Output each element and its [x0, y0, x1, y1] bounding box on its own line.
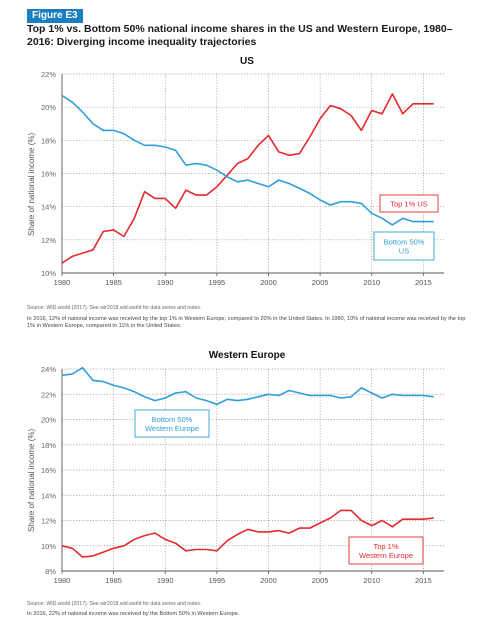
us-x-tick-label: 1995	[209, 278, 226, 287]
series-line-bottom-50pct-us	[62, 96, 434, 225]
we-y-tick-label: 16%	[41, 466, 56, 475]
us-y-tick-label: 14%	[41, 203, 56, 212]
us-y-tick-label: 10%	[41, 269, 56, 278]
us-x-tick-label: 2005	[312, 278, 329, 287]
we-chart: 8% 10% 12% 14% 16% 18% 20% 22% 24% 1980 1985 1990 19…	[0, 357, 490, 597]
we-y-tick-label: 20%	[41, 416, 56, 425]
we-y-tick-label: 8%	[45, 567, 56, 576]
us-y-tick-label: 18%	[41, 136, 56, 145]
us-source: Source: WID.world (2017). See wir2018.wi…	[27, 305, 467, 312]
us-x-tick-label: 2000	[260, 278, 277, 287]
we-x-tick-label: 2010	[363, 576, 380, 585]
we-y-tick-label: 12%	[41, 517, 56, 526]
us-y-tick-label: 12%	[41, 236, 56, 245]
us-y-tick-label: 20%	[41, 103, 56, 112]
series-label-bottom-50pct-us: Bottom 50%	[384, 238, 425, 247]
we-x-tick-label: 2015	[415, 576, 432, 585]
us-y-tick-label: 16%	[41, 170, 56, 179]
figure-title: Top 1% vs. Bottom 50% national income sh…	[27, 23, 467, 49]
series-label-bottom-50pct-western-europe: Bottom 50%	[152, 415, 193, 424]
we-y-tick-label: 22%	[41, 390, 56, 399]
us-x-tick-label: 1980	[54, 278, 71, 287]
series-label-top-1pct-us: Top 1% US	[390, 200, 428, 209]
we-y-tick-label: 24%	[41, 365, 56, 374]
we-x-tick-label: 2000	[260, 576, 277, 585]
series-label-top-1pct-western-europe: Top 1%	[373, 542, 398, 551]
we-y-tick-label: 10%	[41, 542, 56, 551]
series-label-top-1pct-western-europe: Western Europe	[359, 551, 413, 560]
figure-label: Figure E3	[27, 9, 83, 23]
series-label-bottom-50pct-us: US	[399, 247, 409, 256]
us-x-tick-label: 2010	[363, 278, 380, 287]
series-label-bottom-50pct-western-europe: Western Europe	[145, 424, 199, 433]
us-y-tick-label: 22%	[41, 70, 56, 79]
we-source: Source: WID.world (2017). See wir2018.wi…	[27, 601, 467, 608]
we-y-tick-label: 18%	[41, 441, 56, 450]
we-x-tick-label: 1985	[105, 576, 122, 585]
we-x-tick-label: 1980	[54, 576, 71, 585]
we-x-tick-label: 2005	[312, 576, 329, 585]
series-line-bottom-50pct-western-europe	[62, 368, 434, 405]
we-note: In 2016, 22% of national income was rece…	[27, 611, 467, 618]
we-x-tick-label: 1995	[209, 576, 226, 585]
us-x-tick-label: 2015	[415, 278, 432, 287]
us-note: In 2016, 12% of national income was rece…	[27, 316, 467, 331]
we-x-tick-label: 1990	[157, 576, 174, 585]
us-x-tick-label: 1990	[157, 278, 174, 287]
we-y-tick-label: 14%	[41, 491, 56, 500]
us-x-tick-label: 1985	[105, 278, 122, 287]
